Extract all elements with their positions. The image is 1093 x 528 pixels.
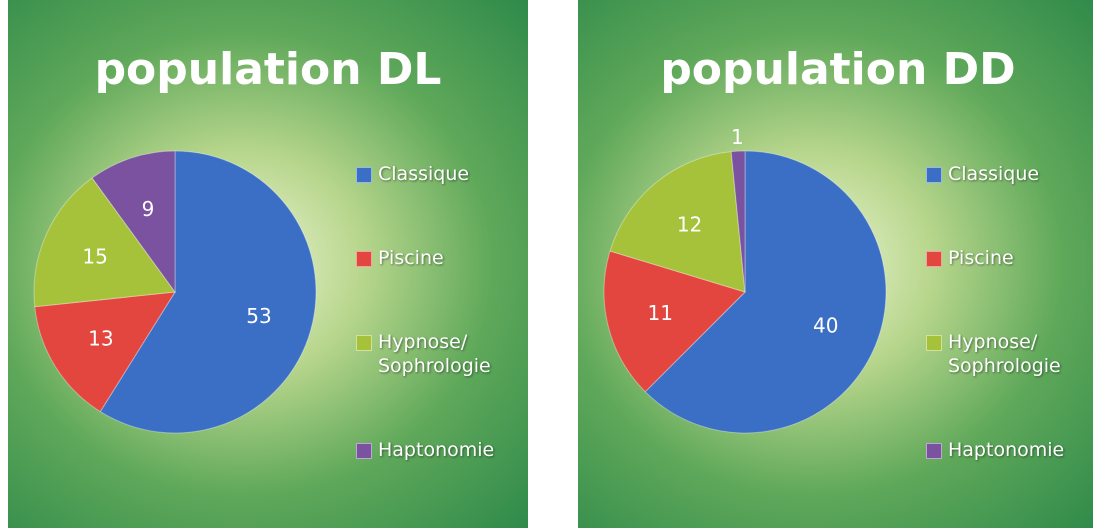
pie-slice <box>99 150 317 434</box>
legend-swatch <box>926 251 942 267</box>
legend-swatch <box>356 167 372 183</box>
legend-label: Haptonomie <box>378 439 495 461</box>
legend-swatch <box>926 167 942 183</box>
chart: population DD 40 11 12 1 <box>603 44 1016 434</box>
pie-slice <box>34 291 176 413</box>
legend-swatch <box>356 251 372 267</box>
legend-swatch <box>356 335 372 351</box>
legend: Classique Piscine Hypnose/ Sophrologie Hapt… <box>926 162 1093 462</box>
legend-label: Haptonomie <box>948 439 1065 461</box>
data-label: 11 <box>647 301 672 325</box>
legend-item: Haptonomie <box>926 438 1093 462</box>
legend-item: Hypnose/ Sophrologie <box>926 330 1093 378</box>
pie-slice <box>91 150 176 294</box>
legend-item: Classique <box>926 162 1093 186</box>
pie-slice <box>33 177 176 308</box>
data-label: 13 <box>88 326 113 350</box>
pie-slice <box>603 250 746 393</box>
pie-slice <box>730 150 746 293</box>
legend-item: Piscine <box>356 246 526 270</box>
legend-swatch <box>926 443 942 459</box>
data-label: 40 <box>813 313 838 337</box>
legend-label: Hypnose/ Sophrologie <box>948 331 1061 377</box>
chart: population DL 53 13 15 9 <box>33 44 442 434</box>
legend-item: Piscine <box>926 246 1093 270</box>
legend-item: Haptonomie <box>356 438 526 462</box>
pie-slice <box>609 151 746 293</box>
legend-swatch <box>926 335 942 351</box>
data-label: 12 <box>677 212 702 236</box>
legend-label: Piscine <box>948 247 1014 269</box>
chart-panel: population DD 40 11 12 1 Classique Piscine Hypn… <box>578 0 1093 528</box>
legend-label: Piscine <box>378 247 444 269</box>
data-label: 53 <box>246 304 271 328</box>
legend-item: Classique <box>356 162 526 186</box>
data-label: 15 <box>82 244 107 268</box>
legend-swatch <box>356 443 372 459</box>
data-label: 1 <box>731 125 744 149</box>
data-label: 9 <box>142 197 155 221</box>
chart-panel: population DL 53 13 15 9 Classique Piscine Hypn… <box>8 0 528 528</box>
legend-label: Classique <box>948 163 1040 185</box>
pie-slice <box>644 150 887 434</box>
chart-title: population DL <box>95 44 442 95</box>
legend-label: Hypnose/ Sophrologie <box>378 331 491 377</box>
legend: Classique Piscine Hypnose/ Sophrologie Hapt… <box>356 162 526 462</box>
legend-label: Classique <box>378 163 470 185</box>
legend-item: Hypnose/ Sophrologie <box>356 330 526 378</box>
chart-title: population DD <box>660 44 1015 95</box>
